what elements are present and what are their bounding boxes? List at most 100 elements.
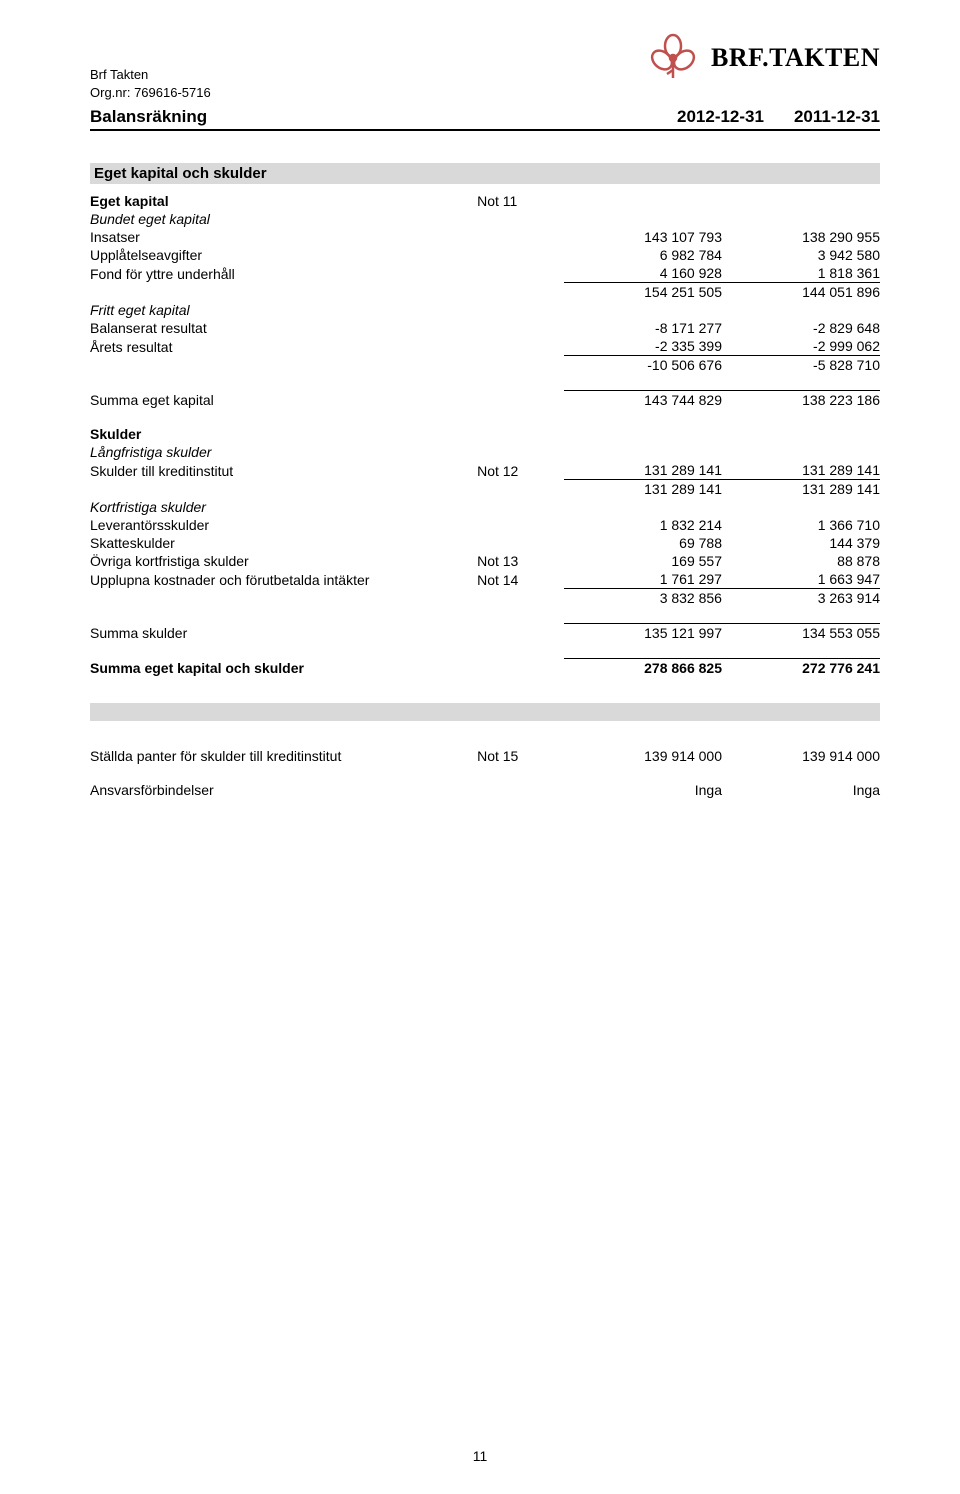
label: Bundet eget kapital [90,210,477,228]
row-summa-eget: Summa eget kapital 143 744 829 138 223 1… [90,391,880,410]
row-skatteskulder: Skatteskulder 69 788 144 379 [90,534,880,552]
row-upplupna: Upplupna kostnader och förutbetalda intä… [90,570,880,589]
label: Övriga kortfristiga skulder [90,552,477,570]
date-col1: 2012-12-31 [677,107,764,127]
doc-title: Balansräkning [90,107,207,127]
note: Not 11 [477,192,564,210]
row-stallda-panter: Ställda panter för skulder till kreditin… [90,747,880,765]
label: Insatser [90,228,477,246]
label: Kortfristiga skulder [90,498,477,516]
val1: 4 160 928 [564,264,722,283]
val2: 138 223 186 [722,391,880,410]
val2: 88 878 [722,552,880,570]
val2: 131 289 141 [722,480,880,499]
val2: Inga [722,781,880,799]
row-arets: Årets resultat -2 335 399 -2 999 062 [90,337,880,356]
row-balanserat: Balanserat resultat -8 171 277 -2 829 64… [90,319,880,337]
label: Ställda panter för skulder till kreditin… [90,747,477,765]
label: Summa eget kapital [90,391,477,410]
org-block: Brf Takten Org.nr: 769616-5716 [90,30,211,101]
logo-text: BRF.TAKTEN [711,43,880,73]
val2: 3 942 580 [722,246,880,264]
val1: -2 335 399 [564,337,722,356]
val1: -8 171 277 [564,319,722,337]
val2: -5 828 710 [722,356,880,375]
val1: 143 744 829 [564,391,722,410]
val1: 69 788 [564,534,722,552]
row-ansvars: Ansvarsförbindelser Inga Inga [90,781,880,799]
label: Fond för yttre underhåll [90,264,477,283]
val2: 131 289 141 [722,461,880,480]
label: Upplåtelseavgifter [90,246,477,264]
label: Fritt eget kapital [90,301,477,319]
label: Skatteskulder [90,534,477,552]
val1: -10 506 676 [564,356,722,375]
val1: 135 121 997 [564,624,722,643]
row-sub2: -10 506 676 -5 828 710 [90,356,880,375]
note: Not 12 [477,461,564,480]
page-header: Brf Takten Org.nr: 769616-5716 BRF.TAKTE… [90,30,880,101]
val1: 278 866 825 [564,659,722,678]
row-ovriga-kort: Övriga kortfristiga skulder Not 13 169 5… [90,552,880,570]
val1: Inga [564,781,722,799]
balance-table: Eget kapital Not 11 Bundet eget kapital … [90,192,880,677]
date-columns: 2012-12-31 2011-12-31 [677,107,880,127]
val2: -2 829 648 [722,319,880,337]
val2: 144 051 896 [722,283,880,302]
date-col2: 2011-12-31 [794,107,880,127]
val2: 1 818 361 [722,264,880,283]
label: Balanserat resultat [90,319,477,337]
val2: 138 290 955 [722,228,880,246]
row-langfristiga-head: Långfristiga skulder [90,443,880,461]
logo: BRF.TAKTEN [645,30,880,86]
note: Not 14 [477,570,564,589]
val2: 1 366 710 [722,516,880,534]
val1: 139 914 000 [564,747,722,765]
label: Skulder [90,425,477,443]
val1: 3 832 856 [564,589,722,608]
val1: 169 557 [564,552,722,570]
row-summa-total: Summa eget kapital och skulder 278 866 8… [90,659,880,678]
label: Ansvarsförbindelser [90,781,477,799]
org-name: Brf Takten [90,66,211,84]
val2: 144 379 [722,534,880,552]
val2: 272 776 241 [722,659,880,678]
val1: 6 982 784 [564,246,722,264]
val2: -2 999 062 [722,337,880,356]
val2: 139 914 000 [722,747,880,765]
label: Leverantörsskulder [90,516,477,534]
val2: 134 553 055 [722,624,880,643]
row-leverantor: Leverantörsskulder 1 832 214 1 366 710 [90,516,880,534]
val2: 1 663 947 [722,570,880,589]
row-eget-kapital-head: Eget kapital Not 11 [90,192,880,210]
val1: 131 289 141 [564,480,722,499]
val1: 154 251 505 [564,283,722,302]
leaf-icon [645,30,701,86]
row-sub1: 154 251 505 144 051 896 [90,283,880,302]
row-summa-skulder: Summa skulder 135 121 997 134 553 055 [90,624,880,643]
note: Not 15 [477,747,564,765]
label: Upplupna kostnader och förutbetalda intä… [90,570,477,589]
title-row: Balansräkning 2012-12-31 2011-12-31 [90,107,880,131]
section-eget-kapital-skulder: Eget kapital och skulder [90,163,880,184]
label: Årets resultat [90,337,477,356]
label: Eget kapital [90,192,477,210]
val1: 131 289 141 [564,461,722,480]
row-kortfristiga-head: Kortfristiga skulder [90,498,880,516]
row-insatser: Insatser 143 107 793 138 290 955 [90,228,880,246]
val2: 3 263 914 [722,589,880,608]
section-bar-divider [90,703,880,721]
label: Summa eget kapital och skulder [90,659,477,678]
val1: 143 107 793 [564,228,722,246]
label: Skulder till kreditinstitut [90,461,477,480]
label: Långfristiga skulder [90,443,477,461]
row-skulder-kredit: Skulder till kreditinstitut Not 12 131 2… [90,461,880,480]
row-bundet-head: Bundet eget kapital [90,210,880,228]
row-upplatelse: Upplåtelseavgifter 6 982 784 3 942 580 [90,246,880,264]
row-sub-lang: 131 289 141 131 289 141 [90,480,880,499]
val1: 1 761 297 [564,570,722,589]
page-number: 11 [473,1448,488,1464]
val1: 1 832 214 [564,516,722,534]
note: Not 13 [477,552,564,570]
org-number: Org.nr: 769616-5716 [90,84,211,102]
